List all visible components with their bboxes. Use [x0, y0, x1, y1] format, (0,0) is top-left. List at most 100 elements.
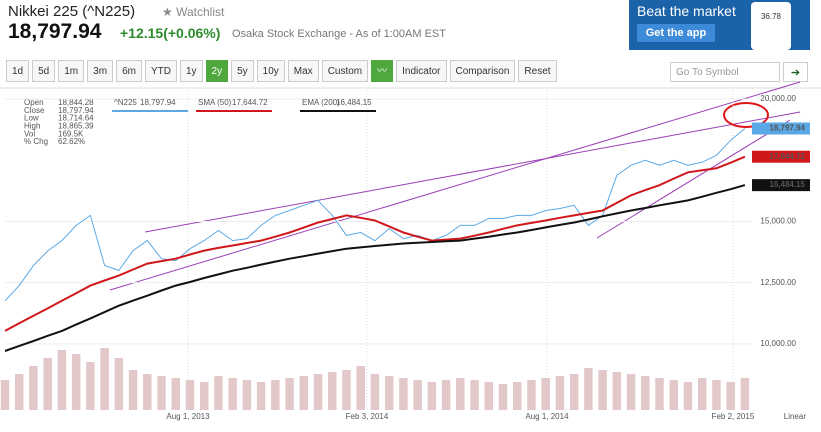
index-name: Nikkei 225 (^N225) [8, 3, 136, 20]
legend-name: EMA (200) [302, 98, 340, 107]
go-button[interactable]: ➔ [783, 62, 808, 82]
highlight-circle [723, 102, 769, 128]
y-tick-label: 20,000.00 [760, 94, 796, 103]
volume-bar [569, 374, 579, 410]
volume-bar [242, 380, 252, 410]
volume-bar [15, 374, 24, 410]
stat-value: 18,865.39 [58, 122, 94, 131]
volume-bar [484, 382, 493, 410]
toolbar: 1d 5d 1m 3m 6m YTD 1y 2y 5y 10y Max Custom 〰 Indicato… [6, 60, 557, 82]
volume-bar [185, 380, 195, 410]
x-tick-label: Feb 3, 2014 [346, 412, 389, 421]
range-button[interactable]: 2y [205, 60, 229, 82]
volume-bar [328, 372, 337, 410]
tool-button[interactable]: Comparison [449, 60, 516, 82]
legend-value: 17,644.72 [232, 98, 268, 107]
symbol-input[interactable]: Go To Symbol [670, 62, 780, 82]
y-tick-label: 15,000.00 [760, 217, 796, 226]
volume-bar [626, 374, 636, 410]
volume-bar [726, 382, 735, 410]
stat-value: 18,714.64 [58, 114, 94, 123]
range-button[interactable]: 1y [179, 60, 203, 82]
volume-bar [441, 380, 451, 410]
y-tick-label: 10,000.00 [760, 339, 796, 348]
range-button[interactable]: 10y [256, 60, 285, 82]
volume-bar [128, 370, 138, 410]
volume-bar [100, 348, 109, 410]
ad-title: Beat the market [637, 3, 736, 19]
volume-bar [513, 382, 522, 410]
end-badge: 18,797.94 [752, 122, 810, 135]
volume-bar [171, 378, 180, 410]
range-button[interactable]: Custom [321, 60, 369, 82]
range-button[interactable]: 1m [58, 60, 85, 82]
range-button[interactable]: 5d [32, 60, 56, 82]
range-button[interactable]: 3m [87, 60, 114, 82]
volume-bar [470, 380, 479, 410]
stat-label: % Chg [24, 137, 48, 146]
legend-value: 18,797.94 [140, 98, 176, 107]
end-badge-box [752, 150, 810, 163]
stat-value: 18,844.28 [58, 98, 94, 107]
x-tick-label: Aug 1, 2013 [166, 412, 210, 421]
range-button[interactable]: 5y [231, 60, 254, 82]
range-button[interactable]: Max [287, 60, 319, 82]
volume-bar [57, 350, 67, 410]
chart-type-button[interactable]: 〰 [371, 60, 394, 82]
volume-bar [669, 380, 678, 410]
series-line [4, 155, 746, 332]
tool-button[interactable]: Reset [518, 60, 557, 82]
end-badge-text: 17,644.72 [769, 152, 805, 161]
stat-label: Open [24, 98, 44, 107]
range-button[interactable]: YTD [144, 60, 177, 82]
legend-name: SMA (50) [198, 98, 232, 107]
volume-bar [143, 374, 152, 410]
volume-bar [712, 380, 721, 410]
volume-bar [413, 380, 422, 410]
y-tick-label: 12,500.00 [760, 278, 796, 287]
range-button[interactable]: 1d [6, 60, 30, 82]
volume-bar [384, 376, 394, 410]
volume-bar [683, 382, 693, 410]
volume-bar [498, 384, 508, 410]
tool-button[interactable]: Indicator [396, 60, 447, 82]
volume-bar [584, 368, 593, 410]
volume-bar [342, 370, 351, 410]
volume-bar [256, 382, 266, 410]
ad[interactable]: Beat the market Get the app 36.78 [629, 0, 810, 50]
stat-value: 18,797.94 [58, 106, 94, 115]
series-line [4, 184, 746, 352]
legend-name: ^N225 [114, 98, 137, 107]
volume-bar [427, 382, 437, 410]
watchlist-text[interactable]: Watchlist [176, 5, 225, 19]
volume-bar [697, 378, 707, 410]
trend-line [596, 119, 791, 239]
volume-bar [612, 372, 622, 410]
volume-bar [0, 380, 10, 410]
stat-label: Close [24, 106, 45, 115]
volume-bar [541, 378, 550, 410]
volume-bar [740, 378, 750, 410]
volume-bar [271, 380, 280, 410]
volume-bar [114, 358, 124, 410]
volume-bar [29, 366, 38, 410]
volume-bar [555, 376, 565, 410]
legend-value: 16,484.15 [336, 98, 372, 107]
volume-bar [157, 376, 166, 410]
end-badge-box [752, 122, 810, 135]
volume-bar [313, 374, 323, 410]
ad-button[interactable]: Get the app [637, 24, 715, 42]
stat-value: 169.5K [58, 129, 84, 138]
scale-label: Linear [784, 412, 807, 421]
end-badge: 16,484.15 [752, 179, 810, 192]
volume-bar [641, 376, 650, 410]
end-badge-text: 18,797.94 [769, 124, 805, 133]
volume-bar [598, 370, 607, 410]
volume-bar [655, 378, 664, 410]
watchlist[interactable]: ★ Watchlist [162, 5, 225, 19]
x-tick-label: Aug 1, 2014 [525, 412, 569, 421]
volume-bar [527, 380, 536, 410]
range-button[interactable]: 6m [116, 60, 142, 82]
volume-bar [370, 374, 380, 410]
series-line [4, 128, 746, 302]
